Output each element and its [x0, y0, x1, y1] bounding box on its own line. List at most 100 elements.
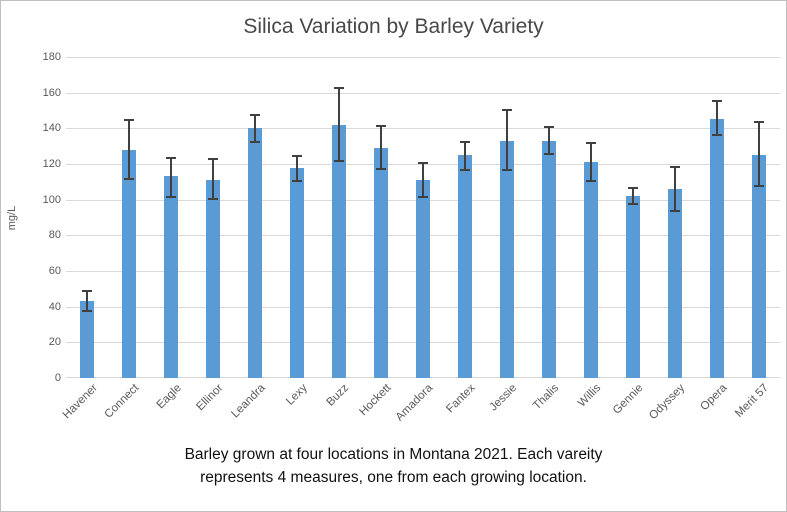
error-bar-cap-bottom [460, 169, 470, 172]
error-bar [380, 126, 382, 168]
x-axis-label: Hockett [357, 382, 394, 419]
error-bar-cap-top [628, 186, 638, 189]
error-bar [758, 123, 760, 186]
x-axis-label: Havener [60, 382, 100, 422]
error-bar [170, 158, 172, 197]
error-bar-cap-top [82, 290, 92, 293]
error-bar [674, 167, 676, 211]
error-bar-cap-top [670, 165, 680, 168]
error-bar [86, 292, 88, 311]
y-axis: 0 20 40 60 80 100 120 140 160 180 [29, 51, 61, 384]
caption-line-2: represents 4 measures, one from each gro… [200, 469, 587, 486]
gridline [66, 92, 780, 94]
y-axis-tick-label: 180 [42, 51, 61, 63]
error-bar-cap-top [544, 126, 554, 129]
error-bar-cap-bottom [418, 196, 428, 199]
error-bar-cap-bottom [586, 180, 596, 183]
x-axis-label: Fantex [444, 382, 478, 416]
y-axis-tick-label: 0 [54, 372, 61, 384]
bar-buzz [332, 124, 346, 378]
error-bar [632, 188, 634, 204]
y-axis-tick-label: 60 [48, 265, 61, 277]
error-bar-cap-top [292, 154, 302, 157]
bar-jessie [500, 140, 514, 378]
x-axis-label: Opera [698, 382, 730, 414]
error-bar-cap-top [250, 113, 260, 116]
y-axis-tick-label: 140 [42, 122, 61, 135]
error-bar-cap-top [376, 124, 386, 127]
error-bar-cap-top [460, 140, 470, 143]
x-axis-label: Odyssey [647, 382, 688, 423]
error-bar [464, 142, 466, 170]
y-axis-title-text: mg/L [6, 205, 18, 230]
x-axis-label: Lexy [283, 382, 310, 408]
x-axis-label: Leandra [229, 382, 268, 421]
x-axis-label: Gennie [610, 382, 646, 417]
bar-gennie [626, 196, 640, 378]
error-bar [128, 121, 130, 179]
y-axis-tick-label: 40 [48, 300, 61, 313]
x-axis-label: Connect [102, 382, 142, 421]
y-axis-title: mg/L [5, 57, 19, 378]
caption-line-1: Barley grown at four locations in Montan… [184, 446, 603, 463]
bar-lexy [290, 167, 304, 378]
x-axis-label: Buzz [324, 382, 352, 409]
y-axis-tick-label: 100 [42, 193, 61, 206]
error-bar-cap-top [502, 108, 512, 111]
x-axis-label: Jessie [487, 382, 520, 414]
error-bar-cap-top [124, 119, 134, 122]
error-bar [254, 115, 256, 141]
error-bar-cap-bottom [124, 178, 134, 181]
bar-ellinor [206, 180, 220, 378]
error-bar-cap-top [208, 158, 218, 161]
error-bar-cap-bottom [502, 169, 512, 172]
error-bar-cap-top [754, 120, 764, 123]
error-bar-cap-bottom [82, 310, 92, 313]
bar-amadora [416, 180, 430, 378]
error-bar [422, 164, 424, 197]
x-axis-label: Amadora [393, 382, 436, 424]
error-bar-cap-bottom [712, 133, 722, 136]
error-bar-cap-top [586, 142, 596, 145]
bar-eagle [164, 176, 178, 378]
bar-willis [584, 162, 598, 378]
gridline [66, 128, 780, 130]
x-axis-label: Ellinor [194, 382, 226, 414]
error-bar-cap-bottom [334, 160, 344, 163]
x-axis-label: Merit 57 [733, 382, 772, 420]
error-bar-cap-bottom [670, 210, 680, 213]
bar-connect [122, 149, 136, 378]
error-bar-cap-top [418, 162, 428, 164]
bar-leandra [248, 128, 262, 378]
bar-opera [710, 119, 724, 378]
error-bar-cap-bottom [376, 167, 386, 170]
error-bar-cap-bottom [628, 203, 638, 206]
error-bar-cap-bottom [754, 185, 764, 188]
bar-hockett [374, 147, 388, 378]
error-bar [338, 89, 340, 161]
error-bar [548, 128, 550, 154]
x-axis-label: Thalis [531, 382, 562, 413]
error-bar [590, 144, 592, 181]
bar-fantex [458, 155, 472, 378]
gridline [66, 57, 780, 58]
y-axis-tick-label: 20 [48, 336, 61, 349]
bar-havener [80, 301, 94, 378]
error-bar [296, 156, 298, 181]
x-axis-label: Eagle [154, 382, 184, 412]
bar-odyssey [668, 188, 682, 378]
error-bar-cap-top [166, 156, 176, 159]
bar-thalis [542, 140, 556, 378]
y-axis-tick-label: 160 [42, 86, 61, 99]
plot-area: Havener Connect Eagle Ellinor Leandra Lexy Buz… [60, 57, 780, 423]
error-bar [506, 110, 508, 170]
error-bar-cap-bottom [208, 197, 218, 200]
error-bar [212, 160, 214, 198]
error-bar-cap-bottom [250, 140, 260, 143]
y-axis-tick-label: 120 [42, 158, 61, 170]
y-axis-tick-label: 80 [48, 229, 61, 242]
error-bar-cap-bottom [292, 180, 302, 183]
error-bar-cap-bottom [166, 196, 176, 199]
error-bar-cap-bottom [544, 153, 554, 156]
